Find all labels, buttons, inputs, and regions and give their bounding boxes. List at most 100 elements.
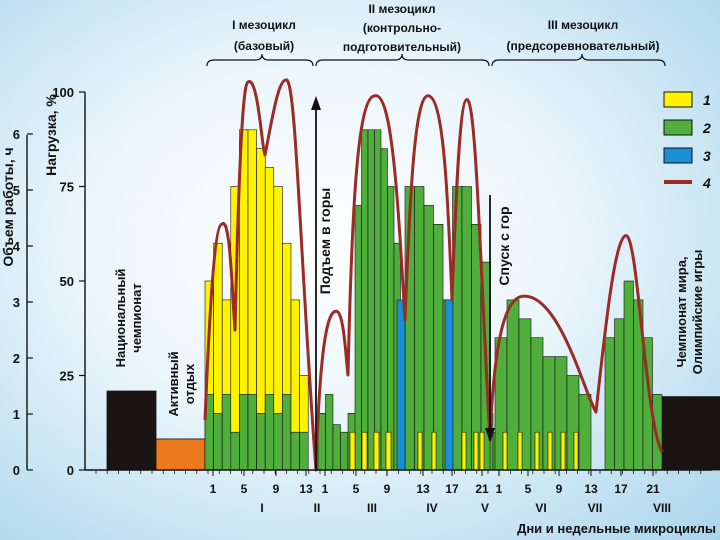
mesocycle-2-subtitle2: подготовительный) [343, 40, 461, 54]
period-3-yellow-day [361, 431, 368, 471]
period-label: V [481, 501, 489, 515]
period-7-green-bar [623, 280, 634, 471]
period-7-green-bar [614, 318, 625, 471]
period-6-yellow-day [560, 431, 566, 471]
legend-swatch-2 [663, 119, 693, 136]
mesocycle-1-brace [206, 53, 314, 67]
period-3-green-bar [361, 129, 369, 471]
x-tick-label: 1 [210, 482, 217, 496]
mesocycle-2-title: II мезоцикл [368, 2, 435, 16]
period-6-yellow-day [573, 431, 579, 471]
period-4-yellow-day [461, 431, 467, 471]
period-label: IV [426, 501, 437, 515]
period-3-green-bar [367, 129, 375, 471]
period-2-green-bar [340, 431, 349, 471]
y-inner-tick-label: 0 [67, 463, 74, 478]
period-2-green-bar [332, 424, 341, 471]
period-label: II [314, 501, 321, 515]
period-4-green-bar [423, 205, 434, 471]
legend: 1 2 3 4 [663, 91, 711, 191]
y-left-tick-label: 0 [13, 463, 20, 478]
y-inner-tick-label: 50 [60, 274, 74, 289]
period-1-green-bar [273, 412, 283, 471]
period-3-green-bar [354, 205, 362, 471]
active-rest-label-2: отдых [182, 363, 197, 404]
period-3-green-bar [380, 148, 388, 471]
world-championship-label: Чемпионат мира, [674, 256, 689, 367]
period-3-yellow-day [349, 431, 356, 471]
mesocycle-2-brace [315, 53, 490, 67]
x-axis-ticks: 1 5 9 13 1 5 9 13 17 21 1 5 9 13 17 21 [95, 470, 702, 496]
period-1-green-bar [213, 412, 223, 471]
period-1-green-bar [221, 394, 232, 471]
legend-label-2: 2 [702, 120, 711, 136]
period-label: I [260, 501, 263, 515]
x-tick-label: 17 [614, 482, 628, 496]
y-axis-inner-ticks: 0 25 50 75 100 [52, 85, 86, 478]
y-left-tick-label: 4 [13, 239, 21, 254]
y-left-tick-label: 2 [13, 351, 20, 366]
legend-label-3: 3 [703, 148, 711, 164]
period-label: VI [535, 501, 546, 515]
mesocycle-2-subtitle: (контрольно- [363, 21, 441, 35]
period-label: VIII [653, 501, 671, 515]
descent-label: Спуск с гор [496, 206, 512, 285]
period-4-green-bar [461, 186, 472, 471]
period-4-blue-day [396, 299, 406, 471]
period-4-green-bar [414, 186, 425, 471]
period-1-green-bar [264, 394, 275, 471]
period-1-green-bar [239, 394, 249, 471]
period-6-yellow-day [547, 431, 553, 471]
x-tick-label: 5 [353, 482, 360, 496]
descent-arrow-head [485, 428, 495, 442]
y-inner-tick-label: 25 [60, 369, 74, 384]
x-tick-label: 1 [322, 482, 329, 496]
ascent-label: Подъем в горы [317, 188, 333, 294]
period-1-green-bar [290, 431, 300, 471]
period-label: III [367, 501, 377, 515]
period-3-yellow-day [385, 431, 392, 471]
x-tick-label: 9 [273, 482, 280, 496]
mesocycle-3-subtitle: (предсоревновательный) [507, 39, 660, 53]
legend-swatch-3 [663, 147, 693, 164]
period-4-yellow-day [417, 431, 423, 471]
x-tick-label: 1 [496, 482, 503, 496]
national-championship-label: Национальный [113, 269, 128, 368]
period-label: VII [588, 501, 603, 515]
y-inner-tick-label: 75 [60, 180, 74, 195]
period-1-green-bar [256, 412, 266, 471]
active-rest-label: Активный [166, 351, 181, 416]
ascent-arrow-head [311, 96, 321, 110]
national-championship-label-2: чемпионат [129, 283, 144, 352]
period-6-green-bar [578, 394, 592, 471]
mesocycle-1-title: I мезоцикл [232, 18, 296, 32]
period-6-yellow-day [534, 431, 540, 471]
period-4-yellow-day [479, 431, 485, 471]
x-tick-label: 13 [584, 482, 598, 496]
period-4-yellow-day [431, 431, 437, 471]
mesocycle-headers: I мезоцикл (базовый) II мезоцикл (контро… [206, 2, 666, 67]
period-3-yellow-day [373, 431, 380, 471]
x-tick-label: 17 [445, 482, 459, 496]
period-1-green-bar [230, 431, 240, 471]
y-inner-tick-label: 100 [52, 85, 74, 100]
load-wave-line [203, 78, 664, 472]
national-championship-block [106, 390, 157, 471]
period-6-yellow-day [517, 431, 523, 471]
x-tick-label: 5 [525, 482, 532, 496]
y-left-tick-label: 6 [13, 127, 20, 142]
legend-swatch-1 [663, 91, 693, 108]
legend-label-4: 4 [702, 175, 711, 191]
period-6-green-bar [506, 299, 520, 471]
period-1-green-bar [247, 394, 257, 471]
x-tick-label: 21 [646, 482, 660, 496]
x-tick-label: 13 [299, 482, 313, 496]
y-left-tick-label: 1 [13, 407, 20, 422]
legend-label-1: 1 [703, 92, 711, 108]
period-4-blue-day [444, 299, 454, 471]
period-1-green-bar [299, 431, 309, 471]
altitude-markers [311, 96, 495, 470]
y-axis-left-title: Объем работы, ч [0, 147, 16, 266]
period-4-yellow-day [473, 431, 479, 471]
